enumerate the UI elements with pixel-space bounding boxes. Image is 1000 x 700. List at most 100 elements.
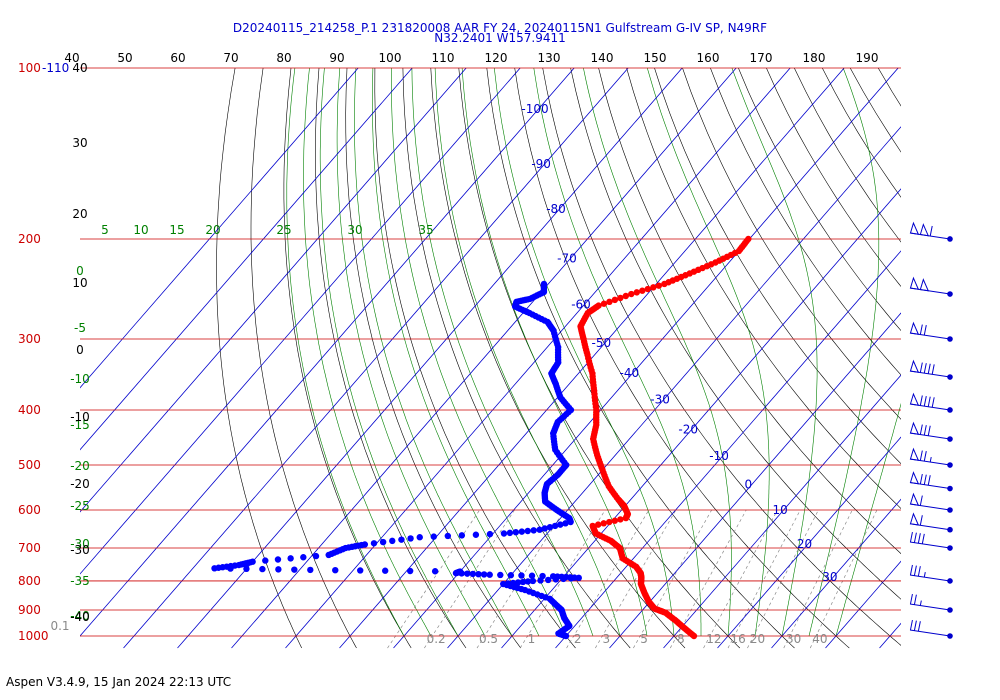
dewpoint-point <box>541 525 549 532</box>
wind-barb-half <box>923 572 926 578</box>
moist-adiabat-label-left: -25 <box>70 499 90 513</box>
wind-barb <box>909 359 953 380</box>
mixing-ratio-line <box>727 509 801 649</box>
wind-barb-pennant <box>909 447 920 461</box>
dewpoint-point <box>524 527 531 535</box>
dry-adiabat-line <box>918 42 1000 648</box>
isotherm-line <box>123 68 629 649</box>
dewpoint-point <box>480 571 488 578</box>
isotherm-label: 10 <box>772 503 787 517</box>
moist-adiabat-line <box>835 402 901 637</box>
wind-barb-full <box>919 450 923 461</box>
moist-adiabat-line <box>461 68 648 637</box>
wind-barb-full <box>923 325 927 336</box>
wind-barb-full <box>923 474 927 485</box>
wind-barb-pennant <box>909 392 920 406</box>
mixing-ratio-line <box>595 509 677 649</box>
isotherm-line <box>663 374 901 649</box>
top-axis-tick-label: 130 <box>538 51 561 65</box>
dewpoint-point <box>274 556 282 563</box>
isotherm-line <box>609 312 901 649</box>
top-axis-tick-label: 190 <box>856 51 879 65</box>
wind-barb <box>909 564 953 584</box>
isotherm-label: -40 <box>619 366 639 380</box>
moist-adiabat-label-left: -40 <box>70 609 90 623</box>
moist-adiabat-line <box>319 68 459 637</box>
dewpoint-point <box>287 555 294 562</box>
dewpoint-point <box>562 520 569 527</box>
moist-adiabat-line <box>303 68 432 637</box>
dry-adiabat-line <box>877 68 901 107</box>
dry-adiabat-label-left: -40 <box>70 610 90 624</box>
moist-adiabat-label-left: -35 <box>70 574 90 588</box>
temperature-point <box>633 289 640 296</box>
isobars <box>80 67 901 637</box>
dewpoint-point <box>486 571 493 578</box>
isotherm-line <box>80 68 521 575</box>
footer-version: Aspen V3.4.9, 15 Jan 2024 22:13 UTC <box>6 675 232 689</box>
moist-adiabat-label-left: -10 <box>70 372 90 386</box>
top-axis-tick-label: 60 <box>170 51 185 65</box>
wind-barb-pennant <box>909 512 920 526</box>
isotherm-line <box>80 68 575 637</box>
dewpoint-point <box>416 534 423 541</box>
pressure-tick-label: 500 <box>18 458 41 472</box>
dewpoint-point <box>464 570 471 577</box>
pressure-tick-label: 900 <box>18 603 41 617</box>
dewpoint-point <box>560 575 567 583</box>
isotherm-label: -20 <box>678 422 698 436</box>
dewpoint-point <box>458 570 465 577</box>
moist-adiabat-line <box>533 68 702 636</box>
dry-adiabat-line <box>945 42 1000 648</box>
isotherm-line <box>285 68 791 649</box>
pressure-tick-label: 200 <box>18 232 41 246</box>
dewpoint-point <box>551 522 559 530</box>
mixing-ratio-label: 2 <box>574 632 582 646</box>
wind-barb-full <box>923 451 927 462</box>
isotherm-line <box>80 68 359 389</box>
dewpoint-point <box>430 533 437 540</box>
temperature-point <box>628 290 635 298</box>
dry-adiabat-line <box>486 68 795 649</box>
wind-barb-full <box>913 620 917 631</box>
dewpoint-point <box>307 566 314 574</box>
wind-barb-full <box>913 532 917 543</box>
moist-adiabat-line <box>731 68 818 637</box>
mixing-ratio-label: 8 <box>677 632 685 646</box>
dry-adiabat-line <box>250 68 357 649</box>
temperature-point <box>690 632 698 640</box>
moist-adiabat-label-top: 25 <box>276 223 291 237</box>
wind-barb <box>909 392 953 413</box>
dewpoint-point <box>406 567 414 575</box>
temperature-point <box>594 521 602 528</box>
wind-barb-full <box>919 324 923 335</box>
dewpoint-point <box>519 578 527 586</box>
wind-barb-full <box>919 362 923 373</box>
mixing-ratio-label: 0.1 <box>50 619 69 633</box>
isotherm-label: -30 <box>650 393 670 407</box>
wind-barb-full <box>931 364 935 375</box>
dewpoint-point <box>312 552 320 560</box>
dry-adiabat-line <box>821 68 901 198</box>
mixing-ratio-line <box>633 509 712 649</box>
dry-adiabat-line <box>626 68 901 509</box>
dry-adiabat-line <box>216 68 302 649</box>
dewpoint-point <box>472 531 480 538</box>
moist-adiabat-label-left: -5 <box>74 321 86 335</box>
top-axis-tick-label: 140 <box>591 51 614 65</box>
pressure-tick-label: 600 <box>18 503 41 517</box>
wind-barb-full <box>919 473 923 485</box>
dewpoint-point <box>524 578 532 585</box>
dewpoint-point <box>537 577 544 584</box>
dry-adiabat-line <box>793 68 901 243</box>
top-axis-tick-label: 40 <box>64 51 79 65</box>
dewpoint-point <box>275 566 282 573</box>
dry-adiabat-line <box>514 68 850 649</box>
isotherm-label: -60 <box>571 297 591 311</box>
dry-adiabat-line <box>598 68 901 555</box>
dewpoint-point <box>227 565 234 572</box>
moist-adiabat-label-top: 15 <box>169 223 184 237</box>
top-axis-tick-label: 70 <box>223 51 238 65</box>
wind-barb-pennant <box>909 276 920 290</box>
